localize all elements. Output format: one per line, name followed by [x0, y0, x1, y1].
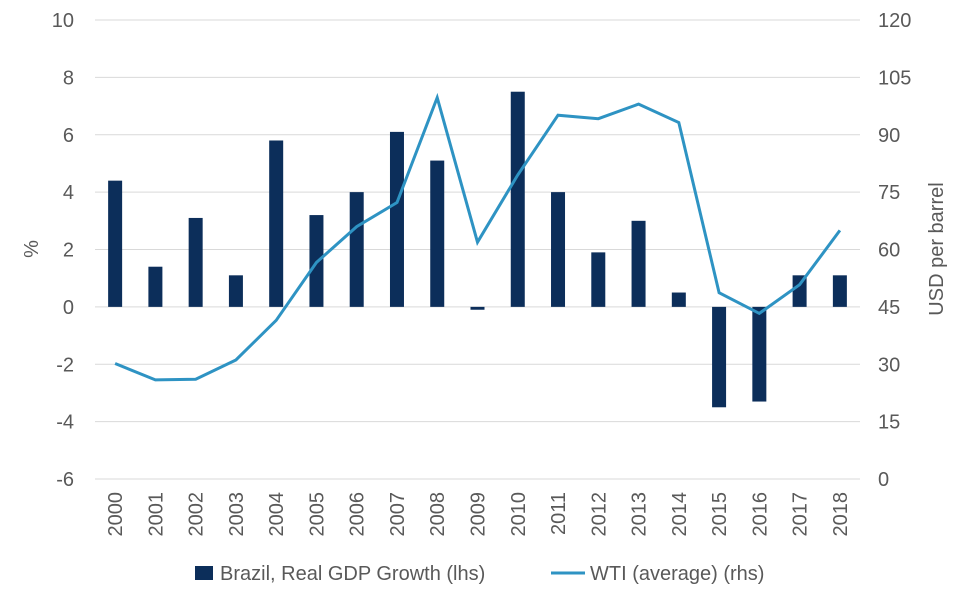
x-tick-label: 2004: [266, 492, 288, 537]
gdp-bars: [108, 91, 847, 408]
gdp-bar: [349, 192, 364, 307]
right-tick-label: 105: [878, 67, 911, 89]
legend-label-wti: WTI (average) (rhs): [590, 563, 764, 585]
x-tick-label: 2012: [588, 492, 610, 537]
left-tick-label: 8: [63, 67, 74, 89]
right-tick-label: 90: [878, 125, 900, 147]
x-tick-label: 2003: [226, 492, 248, 537]
x-tick-label: 2015: [709, 492, 731, 537]
x-tick-label: 2002: [186, 492, 208, 537]
gdp-bar: [792, 275, 807, 307]
gdp-bar: [671, 292, 686, 307]
x-tick-label: 2017: [790, 492, 812, 537]
left-tick-label: -4: [56, 412, 74, 434]
gdp-bar: [631, 220, 646, 307]
gdp-bar: [591, 252, 606, 307]
gdp-bar: [228, 275, 243, 307]
gdp-bar: [188, 217, 203, 307]
right-tick-label: 45: [878, 297, 900, 319]
gdp-bar: [148, 266, 163, 307]
right-axis-ticks: 0 15 30 45 60 75 90 105 120: [878, 10, 911, 491]
x-tick-label: 2008: [427, 492, 449, 537]
gdp-bar: [269, 140, 284, 307]
left-tick-label: 2: [63, 240, 74, 262]
gdp-bar: [712, 306, 727, 408]
legend-swatch-gdp: [195, 566, 213, 580]
gdp-bar: [430, 160, 445, 307]
x-tick-label: 2011: [548, 492, 570, 535]
left-tick-label: 6: [63, 125, 74, 147]
gdp-bar: [752, 306, 767, 402]
x-axis-ticks: 2000 2001 2002 2003 2004 2005 2006 2007 2008 2009…: [105, 492, 852, 537]
x-tick-label: 2000: [105, 492, 127, 537]
legend-label-gdp: Brazil, Real GDP Growth (lhs): [220, 563, 485, 585]
gdp-bar: [551, 192, 566, 307]
legend: Brazil, Real GDP Growth (lhs) WTI (avera…: [195, 563, 764, 585]
gdp-bar: [470, 306, 485, 310]
left-tick-label: 4: [63, 182, 74, 204]
right-tick-label: 75: [878, 182, 900, 204]
x-tick-label: 2001: [145, 492, 167, 537]
x-tick-label: 2007: [387, 492, 409, 537]
left-tick-label: 10: [52, 10, 74, 32]
wti-line: [114, 92, 842, 382]
right-tick-label: 60: [878, 240, 900, 262]
right-tick-label: 0: [878, 469, 889, 491]
right-tick-label: 15: [878, 412, 900, 434]
left-tick-label: -2: [56, 354, 74, 376]
x-tick-label: 2006: [347, 492, 369, 537]
gridlines: [95, 19, 860, 480]
right-tick-label: 120: [878, 10, 911, 32]
x-tick-label: 2005: [306, 492, 328, 537]
right-axis-title: USD per barrel: [926, 182, 948, 315]
x-tick-label: 2009: [468, 492, 490, 537]
left-tick-label: 0: [63, 297, 74, 319]
x-tick-label: 2013: [629, 492, 651, 537]
wti-line-group: [114, 92, 842, 382]
gdp-bar: [832, 275, 847, 307]
left-tick-label: -6: [56, 469, 74, 491]
gdp-bar: [389, 131, 404, 307]
gdp-bar: [108, 180, 123, 307]
x-tick-label: 2016: [749, 492, 771, 537]
gdp-bar: [510, 91, 525, 307]
x-tick-label: 2014: [669, 492, 691, 537]
left-axis-title: %: [21, 240, 43, 258]
x-tick-label: 2010: [508, 492, 530, 537]
right-tick-label: 30: [878, 354, 900, 376]
left-axis-ticks: -6 -4 -2 0 2 4 6 8 10: [52, 10, 74, 491]
x-tick-label: 2018: [830, 492, 852, 537]
